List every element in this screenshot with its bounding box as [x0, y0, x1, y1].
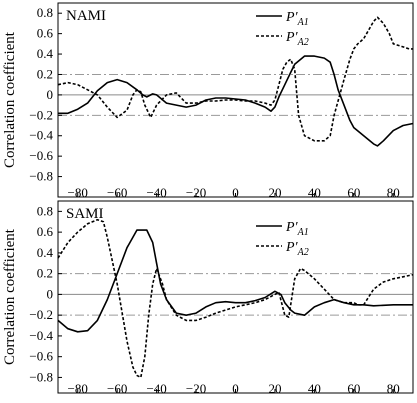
y-tick-label: −0.8	[29, 169, 53, 184]
y-tick-label: −0.4	[29, 328, 53, 343]
x-tick-label: 40	[308, 185, 321, 200]
series-line-a1	[58, 55, 414, 147]
y-tick-label: 0.8	[37, 5, 53, 20]
y-tick-label: −0.2	[29, 307, 53, 322]
panel-label: NAMI	[66, 8, 106, 24]
y-tick-label: 0.4	[37, 46, 54, 61]
x-tick-label: 20	[268, 185, 281, 200]
y-tick-label: 0.6	[37, 224, 54, 239]
x-tick-label: −80	[68, 381, 88, 396]
plot-frame	[57, 200, 414, 394]
y-tick-label: −0.8	[29, 369, 53, 384]
legend-label-a2: P′A2	[285, 30, 309, 48]
y-tick-label: 0	[47, 286, 54, 301]
y-axis-label: Correlation coefficient	[2, 31, 18, 168]
legend-label-a1: P′A1	[285, 10, 309, 28]
series-line-a2	[57, 16, 413, 142]
x-tick-label: −40	[146, 381, 166, 396]
y-tick-label: 0.8	[37, 203, 53, 218]
legend-label-a1: P′A1	[285, 220, 309, 238]
legend-label-a2: P′A2	[285, 240, 309, 258]
y-tick-label: 0.4	[37, 245, 54, 260]
x-tick-label: 80	[387, 381, 400, 396]
series-line-a1	[57, 229, 413, 333]
x-tick-label: −60	[107, 381, 127, 396]
y-tick-label: 0.2	[37, 66, 53, 81]
x-tick-label: 0	[232, 381, 239, 396]
y-tick-label: −0.6	[29, 349, 53, 364]
panel-label: SAMI	[66, 206, 104, 222]
x-tick-label: −40	[146, 185, 166, 200]
y-tick-label: 0.2	[37, 266, 53, 281]
x-tick-label: −20	[186, 185, 206, 200]
y-tick-label: −0.2	[29, 107, 53, 122]
x-tick-label: 0	[232, 185, 239, 200]
x-tick-label: −20	[186, 381, 206, 396]
y-axis-label: Correlation coefficient	[2, 228, 18, 365]
series-line-a2	[57, 218, 414, 379]
y-tick-label: 0.6	[37, 26, 54, 41]
x-tick-label: 60	[347, 381, 360, 396]
x-tick-label: 20	[268, 381, 281, 396]
x-tick-label: −80	[68, 185, 88, 200]
y-tick-label: −0.4	[29, 128, 53, 143]
x-tick-label: 40	[308, 381, 321, 396]
panel-sami: 0.8 0.6 0.4 0.2 0 −0.2 −0.4 −0.6 −0.8 −80 −60 −40 −2…	[2, 200, 414, 396]
y-tick-label: −0.6	[29, 148, 53, 163]
x-tick-label: 80	[387, 185, 400, 200]
x-tick-label: −60	[107, 185, 127, 200]
y-tick-label: 0	[47, 87, 54, 102]
x-tick-label: 60	[347, 185, 360, 200]
panel-nami: 0.8 0.6 0.4 0.2 0 −0.2 −0.4 −0.6 −0.8 −80 −60 −40 −2…	[2, 2, 414, 200]
